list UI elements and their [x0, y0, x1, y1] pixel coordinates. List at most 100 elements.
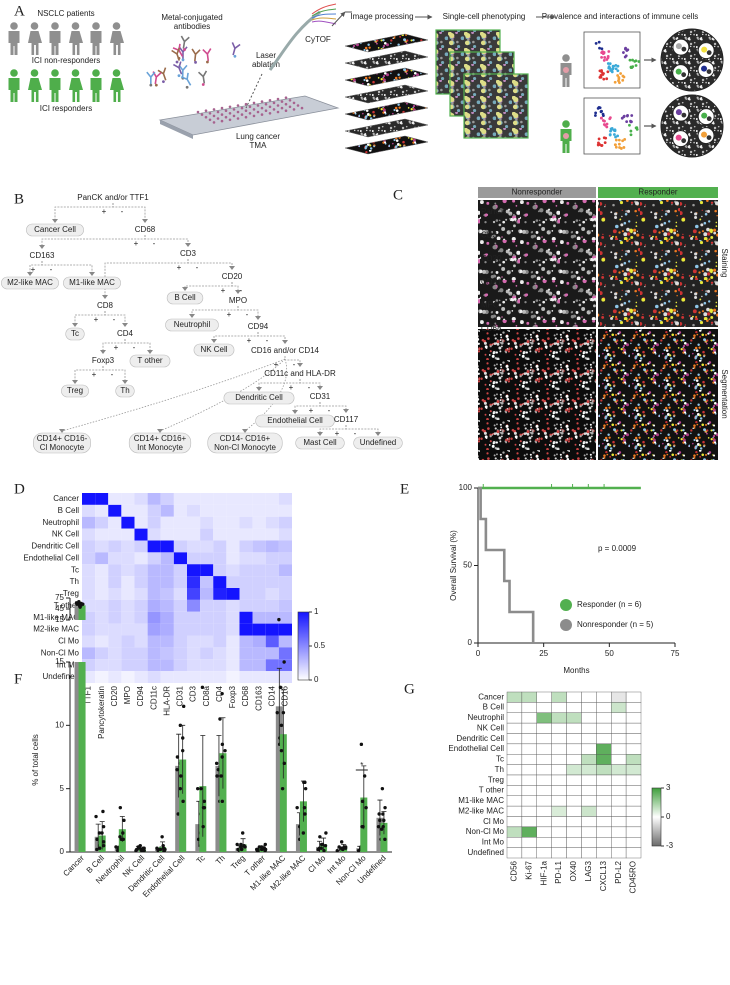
- phenotype-image: [463, 73, 529, 139]
- heatmap-cell: [160, 528, 174, 541]
- column-label: Ki-67: [524, 860, 533, 879]
- data-point: [100, 831, 104, 835]
- embedding-dot: [629, 133, 633, 137]
- zoom-cell: [706, 135, 712, 140]
- tree-node-pill: [128, 432, 192, 454]
- data-point: [239, 845, 243, 849]
- heatmap-cell: [173, 564, 187, 577]
- tree-node-label: Foxp3: [92, 356, 115, 365]
- column-label: CD163: [254, 685, 263, 710]
- metal-tag: [183, 48, 186, 51]
- heatmap-cell: [213, 588, 227, 600]
- heatmap-cell: [147, 540, 161, 553]
- embedding-dot: [623, 47, 627, 51]
- heatmap-cell: [506, 795, 523, 807]
- heatmap-cell: [566, 816, 582, 828]
- tree-sign: -: [354, 429, 357, 438]
- embedding-dot: [602, 59, 606, 62]
- embedding-dot: [611, 67, 615, 71]
- heatmap-cell: [611, 785, 627, 796]
- image-layer: [344, 135, 429, 155]
- heatmap-cell: [278, 552, 292, 565]
- heatmap-cell: [187, 671, 201, 683]
- heatmap-cell: [625, 691, 642, 703]
- heatmap-cell: [265, 528, 279, 541]
- tissue-disc: [660, 28, 724, 92]
- heatmap-cell: [566, 691, 582, 703]
- bar: [299, 801, 307, 852]
- data-point: [158, 847, 163, 852]
- row-label: Endothelial Cell: [23, 553, 79, 562]
- heatmap-cell: [581, 712, 597, 724]
- data-point: [161, 843, 165, 848]
- heatmap-cell: [252, 540, 266, 553]
- embedding-dot: [621, 139, 624, 143]
- heatmap-cell: [581, 816, 597, 828]
- data-point: [180, 748, 185, 753]
- tree-node-label: MPO: [229, 296, 247, 305]
- heatmap-cell: [566, 733, 582, 745]
- bar: [175, 765, 183, 852]
- tree-sign: -: [121, 207, 124, 216]
- heatmap-cell: [226, 659, 240, 672]
- heatmap-cell: [581, 795, 597, 807]
- group-label: ICI responders: [40, 104, 92, 113]
- heatmap-cell: [147, 564, 161, 577]
- tree-sign: -: [50, 265, 53, 274]
- tree-node-label: B Cell: [174, 293, 196, 302]
- heatmap-cell: [187, 647, 201, 660]
- heatmap-cell: [596, 847, 612, 859]
- tma-core: [288, 105, 292, 109]
- embedding-dot: [609, 129, 612, 133]
- heatmap-cell: [108, 564, 122, 577]
- tree-node-label: Int Monocyte: [137, 443, 183, 452]
- heatmap-cell: [536, 816, 552, 828]
- data-point: [360, 799, 365, 804]
- person-head: [92, 69, 100, 77]
- data-point: [301, 831, 306, 835]
- tma-core: [204, 115, 208, 119]
- tree-arrow: [256, 387, 262, 391]
- embedding-dot: [605, 122, 609, 126]
- heatmap-cell: [82, 564, 96, 577]
- antibody-icon: [202, 48, 212, 62]
- heatmap-cell: [187, 611, 201, 624]
- data-point: [280, 786, 285, 791]
- tma-core: [292, 108, 296, 111]
- heatmap-cell: [252, 635, 266, 648]
- error-bar: [276, 667, 282, 745]
- data-point: [77, 603, 82, 608]
- heatmap-cell: [611, 743, 627, 755]
- tma-core: [292, 101, 296, 105]
- tree-node-label: M1-like MAC: [69, 278, 115, 287]
- y-tick-label: 75: [55, 593, 64, 602]
- embedding-dot: [606, 62, 610, 65]
- embedding-dot: [602, 136, 606, 140]
- heatmap-cell: [252, 552, 266, 565]
- person-body: [560, 129, 572, 153]
- step-label: Single-cell phenotyping: [443, 12, 526, 21]
- heatmap-cell: [625, 733, 642, 745]
- heatmap-cell: [226, 493, 240, 505]
- heatmap-cell: [95, 493, 109, 505]
- row-label: Staining: [720, 249, 729, 278]
- heatmap-cell: [226, 599, 240, 612]
- data-point: [202, 805, 207, 810]
- heatmap-cell: [581, 702, 597, 713]
- heatmap-cell: [611, 691, 627, 703]
- data-point: [160, 835, 164, 839]
- heatmap-cell: [278, 647, 292, 660]
- heatmap-cell: [187, 540, 201, 553]
- heatmap-cell: [625, 847, 642, 859]
- heatmap-cell: [226, 588, 240, 600]
- data-point: [136, 845, 141, 849]
- heatmap-cell: [625, 816, 642, 828]
- data-point: [383, 837, 387, 842]
- tree-edge: [74, 311, 106, 325]
- embedding-dot: [616, 74, 620, 77]
- data-point: [214, 761, 219, 766]
- cytof-ion: [311, 13, 337, 19]
- tree-arrow: [72, 323, 78, 327]
- heatmap-cell: [134, 493, 148, 505]
- heatmap-cell: [566, 805, 582, 817]
